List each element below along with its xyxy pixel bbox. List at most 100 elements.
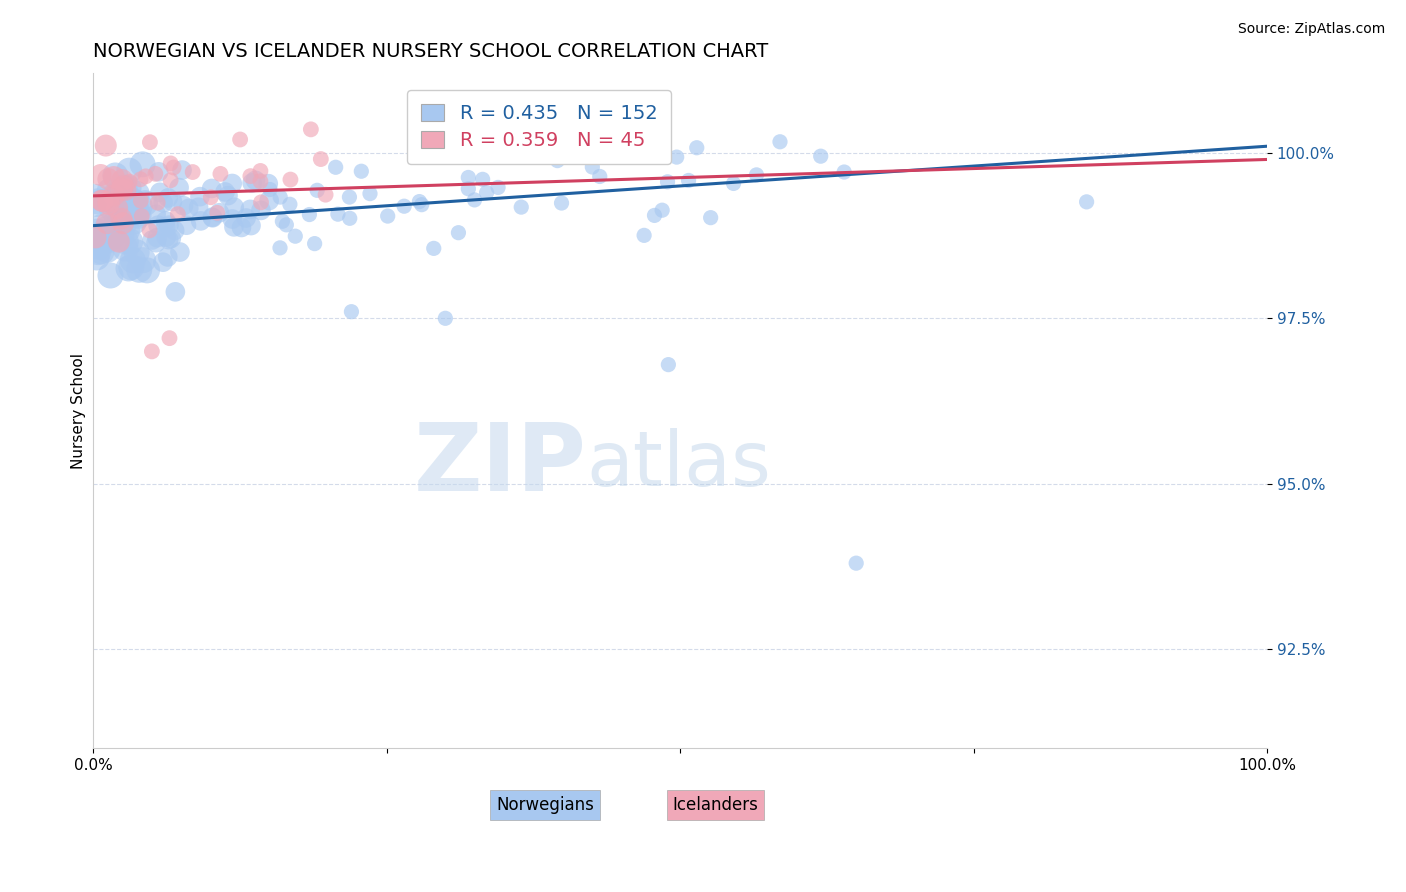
- Point: [259, 182, 281, 196]
- Y-axis label: Nursery School: Nursery School: [72, 353, 86, 469]
- Point: [146, 218, 169, 232]
- Point: [107, 187, 129, 202]
- Point: [155, 219, 177, 234]
- Point: [464, 193, 486, 207]
- Point: [97, 233, 120, 247]
- Point: [156, 250, 179, 264]
- Point: [86, 190, 108, 204]
- Point: [271, 214, 294, 228]
- Point: [110, 213, 132, 227]
- Text: ZIP: ZIP: [413, 419, 586, 511]
- Legend: R = 0.435   N = 152, R = 0.359   N = 45: R = 0.435 N = 152, R = 0.359 N = 45: [408, 90, 671, 163]
- Point: [110, 202, 132, 217]
- Point: [170, 163, 193, 178]
- Point: [84, 230, 107, 244]
- Point: [160, 231, 183, 245]
- Point: [110, 211, 132, 226]
- Point: [134, 196, 156, 211]
- Point: [128, 209, 150, 223]
- Point: [359, 186, 381, 201]
- Point: [471, 172, 494, 186]
- Point: [304, 236, 326, 251]
- Point: [457, 182, 479, 196]
- Point: [162, 161, 184, 175]
- Point: [132, 253, 155, 268]
- Point: [284, 229, 307, 244]
- Point: [214, 185, 236, 199]
- Point: [845, 556, 868, 570]
- Point: [163, 223, 186, 237]
- Point: [103, 169, 125, 184]
- Point: [167, 207, 190, 221]
- Point: [125, 245, 148, 260]
- Point: [111, 182, 134, 196]
- Point: [280, 172, 302, 186]
- Point: [235, 211, 257, 225]
- Point: [87, 232, 110, 246]
- Point: [177, 202, 200, 216]
- Point: [315, 187, 337, 202]
- Point: [97, 172, 120, 186]
- Point: [117, 261, 139, 276]
- Point: [172, 199, 194, 213]
- Point: [124, 195, 146, 210]
- Point: [100, 201, 122, 215]
- Point: [146, 230, 169, 244]
- Point: [176, 218, 198, 232]
- Point: [832, 165, 855, 179]
- Point: [148, 165, 170, 179]
- Point: [121, 253, 143, 268]
- Point: [165, 285, 187, 299]
- Point: [240, 176, 263, 190]
- Point: [86, 251, 108, 265]
- Point: [94, 233, 117, 247]
- Text: NORWEGIAN VS ICELANDER NURSERY SCHOOL CORRELATION CHART: NORWEGIAN VS ICELANDER NURSERY SCHOOL CO…: [93, 42, 769, 61]
- Point: [231, 220, 253, 235]
- Point: [769, 135, 792, 149]
- Point: [98, 184, 121, 198]
- Point: [108, 235, 131, 249]
- Point: [125, 207, 148, 221]
- Point: [120, 235, 142, 249]
- Point: [139, 135, 162, 149]
- Point: [157, 233, 180, 247]
- Point: [162, 194, 184, 209]
- Point: [209, 167, 232, 181]
- Point: [96, 243, 118, 257]
- Point: [97, 197, 120, 211]
- Point: [475, 186, 498, 200]
- Point: [118, 175, 141, 189]
- Point: [103, 189, 125, 203]
- Point: [299, 122, 322, 136]
- Point: [128, 262, 150, 277]
- Point: [187, 200, 209, 214]
- Point: [201, 210, 224, 224]
- Point: [155, 214, 177, 228]
- Point: [112, 216, 135, 230]
- Point: [122, 202, 145, 217]
- Point: [101, 229, 124, 244]
- Point: [250, 203, 273, 218]
- Point: [309, 152, 332, 166]
- Point: [114, 183, 136, 197]
- Point: [159, 331, 181, 345]
- Point: [159, 156, 181, 170]
- Point: [117, 181, 139, 195]
- Point: [589, 169, 612, 184]
- Point: [136, 263, 159, 277]
- Point: [86, 194, 108, 209]
- Point: [104, 169, 127, 183]
- Point: [340, 304, 363, 318]
- Point: [114, 181, 136, 195]
- Point: [510, 200, 533, 214]
- Text: Icelanders: Icelanders: [672, 796, 758, 814]
- Point: [122, 214, 145, 228]
- Point: [138, 223, 160, 237]
- Point: [135, 169, 157, 184]
- Point: [434, 311, 457, 326]
- Point: [118, 163, 141, 178]
- Text: Source: ZipAtlas.com: Source: ZipAtlas.com: [1237, 22, 1385, 37]
- Point: [105, 213, 128, 227]
- Point: [94, 138, 117, 153]
- Point: [657, 358, 679, 372]
